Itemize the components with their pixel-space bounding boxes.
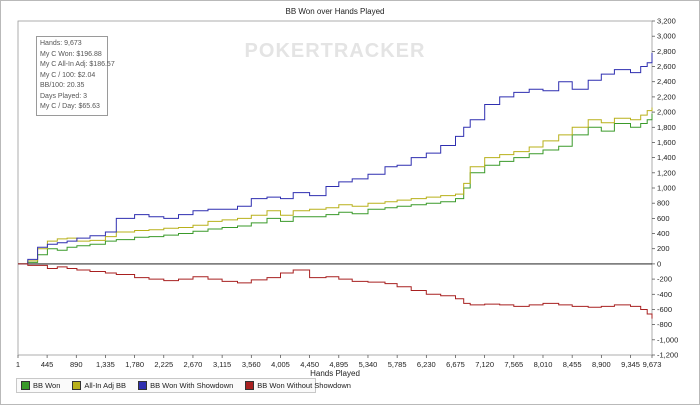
stat-bb-per-100: BB/100: 20.35 — [40, 82, 85, 89]
legend-swatch — [245, 381, 255, 390]
legend-item-allin-adj-bb[interactable]: All-In Adj BB — [72, 380, 126, 391]
legend-label: BB Won With Showdown — [150, 381, 234, 390]
x-tick-label: 890 — [70, 360, 83, 369]
y-tick-label: 1,000 — [657, 184, 676, 193]
y-tick-label: 3,000 — [657, 32, 676, 41]
y-tick-label: 0 — [657, 259, 661, 268]
legend-label: BB Won — [33, 381, 61, 390]
y-tick-label: 1,200 — [657, 168, 676, 177]
stats-box: Hands: 9,673 My C Won: $196.88 My C All-… — [36, 36, 115, 116]
x-tick-label: 7,565 — [504, 360, 523, 369]
x-tick-label: 2,670 — [184, 360, 203, 369]
stat-my-c-won: My C Won: $196.88 — [40, 50, 102, 58]
x-tick-label: 1 — [16, 360, 20, 369]
y-tick-label: 2,200 — [657, 92, 676, 101]
legend-item-bb-won-with-showdown[interactable]: BB Won With Showdown — [138, 380, 233, 391]
stat-my-c-per-day: My C / Day: $65.63 — [40, 103, 100, 110]
y-tick-label: 3,200 — [657, 17, 676, 26]
x-tick-label: 8,010 — [534, 360, 553, 369]
x-tick-label: 445 — [41, 360, 54, 369]
legend-item-bb-won[interactable]: BB Won — [21, 380, 60, 391]
x-tick-label: 5,785 — [388, 360, 407, 369]
y-tick-label: 1,400 — [657, 153, 676, 162]
legend-label: BB Won Without Showdown — [257, 381, 351, 390]
plot-area — [17, 20, 653, 356]
series-line-3 — [18, 263, 653, 319]
y-tick-label: -200 — [657, 275, 672, 284]
x-tick-label: 6,230 — [417, 360, 436, 369]
legend-swatch — [72, 381, 82, 390]
x-tick-label: 1,780 — [125, 360, 144, 369]
x-tick-label: 8,455 — [563, 360, 582, 369]
x-tick-label: 3,560 — [242, 360, 261, 369]
x-tick-label: 9,673 — [643, 360, 662, 369]
series-line-2 — [18, 52, 653, 265]
y-tick-label: 600 — [657, 214, 670, 223]
x-tick-label: 8,900 — [592, 360, 611, 369]
y-tick-label: -400 — [657, 290, 672, 299]
y-tick-label: 800 — [657, 199, 670, 208]
stat-days-played: Days Played: 3 — [40, 92, 88, 100]
x-tick-label: 4,450 — [300, 360, 319, 369]
y-tick-label: 1,600 — [657, 138, 676, 147]
x-tick-label: 3,115 — [213, 360, 231, 369]
y-tick-label: 400 — [657, 229, 670, 238]
x-tick-label: 2,225 — [154, 360, 173, 369]
chart-title: BB Won over Hands Played — [285, 7, 384, 16]
stat-hands: Hands: 9,673 — [40, 40, 82, 47]
x-tick-label: 4,005 — [271, 360, 290, 369]
x-tick-label: 7,120 — [475, 360, 494, 369]
stat-my-c-allin-adj: My C All-In Adj: $186.57 — [40, 61, 115, 68]
y-tick-label: 2,800 — [657, 47, 676, 56]
y-tick-label: -1,200 — [657, 351, 678, 360]
y-tick-label: -600 — [657, 305, 672, 314]
x-tick-label: 1,335 — [96, 360, 115, 369]
x-tick-label: 9,345 — [621, 360, 640, 369]
y-tick-label: -1,000 — [657, 335, 678, 344]
series-line-1 — [18, 107, 653, 265]
legend-label: All-In Adj BB — [84, 381, 127, 390]
x-axis-title: Hands Played — [310, 369, 360, 378]
series-line-0 — [18, 113, 653, 265]
y-tick-label: 1,800 — [657, 123, 676, 132]
y-tick-label: 200 — [657, 244, 670, 253]
x-tick-label: 5,340 — [359, 360, 378, 369]
y-tick-label: -800 — [657, 320, 672, 329]
x-tick-label: 6,675 — [446, 360, 465, 369]
legend-item-bb-won-without-showdown[interactable]: BB Won Without Showdown — [245, 380, 351, 391]
legend-swatch — [21, 381, 30, 390]
legend: BB Won All-In Adj BB BB Won With Showdow… — [16, 378, 351, 393]
watermark: POKERTRACKER — [245, 40, 426, 62]
y-tick-label: 2,400 — [657, 77, 676, 86]
y-tick-label: 2,000 — [657, 108, 676, 117]
stat-my-c-per-100: My C / 100: $2.04 — [40, 71, 96, 79]
x-tick-label: 4,895 — [329, 360, 348, 369]
y-tick-label: 2,600 — [657, 62, 676, 71]
legend-swatch — [138, 381, 148, 390]
